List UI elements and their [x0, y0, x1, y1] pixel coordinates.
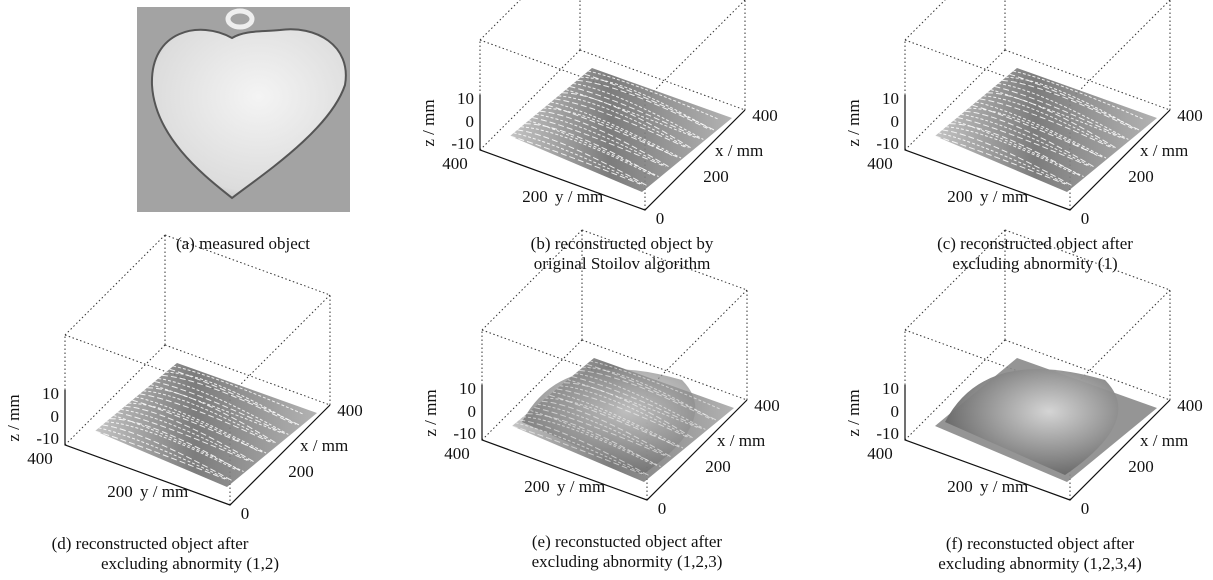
y-tick-label: 200 — [107, 482, 133, 501]
box-edge — [65, 235, 165, 335]
x-tick-label: 200 — [1128, 457, 1154, 476]
x-tick-label: 0 — [1081, 209, 1090, 228]
y-axis-label: y / mm — [555, 187, 603, 206]
x-tick-label: 0 — [658, 499, 667, 518]
x-tick-label: 200 — [703, 167, 729, 186]
x-tick-label: 0 — [1081, 499, 1090, 518]
caption: excluding abnormity (1,2,3,4) — [938, 554, 1142, 573]
y-axis-label: y / mm — [140, 482, 188, 501]
x-axis-label: x / mm — [715, 141, 763, 160]
caption: (e) reconstucted object after — [532, 532, 723, 551]
z-tick-label: 10 — [457, 89, 474, 108]
z-tick-label: 10 — [882, 89, 899, 108]
z-tick-label: 10 — [459, 379, 476, 398]
y-axis-label: y / mm — [980, 477, 1028, 496]
y-tick-label: 400 — [442, 154, 468, 173]
z-tick-label: 0 — [51, 407, 60, 426]
z-tick-label: 10 — [42, 384, 59, 403]
x-tick-label: 200 — [288, 462, 314, 481]
z-axis-label: z / mm — [844, 389, 863, 436]
y-tick-label: 200 — [522, 187, 548, 206]
x-tick-label: 400 — [754, 396, 780, 415]
z-axis-label: z / mm — [421, 389, 440, 436]
y-tick-label: 400 — [867, 444, 893, 463]
z-tick-label: -10 — [36, 429, 59, 448]
caption: excluding abnormity (1,2,3) — [532, 552, 723, 571]
x-tick-label: 400 — [752, 106, 778, 125]
figure: (a) measured object 100-10z / mm4002000x… — [0, 0, 1213, 580]
caption: (f) reconstucted object after — [946, 534, 1135, 553]
z-axis-label: z / mm — [4, 394, 23, 441]
x-tick-label: 200 — [705, 457, 731, 476]
z-tick-label: 0 — [891, 402, 900, 421]
box-edge — [645, 0, 745, 100]
box-edge — [230, 295, 330, 395]
x-axis-label: x / mm — [1140, 141, 1188, 160]
x-axis-label: x / mm — [300, 436, 348, 455]
z-tick-label: -10 — [453, 424, 476, 443]
x-tick-label: 400 — [1177, 396, 1203, 415]
photo — [137, 7, 350, 212]
z-tick-label: -10 — [876, 424, 899, 443]
box-edge — [1070, 0, 1170, 100]
caption: (d) reconstructed object after — [52, 534, 249, 553]
y-tick-label: 400 — [27, 449, 53, 468]
z-axis-label: z / mm — [844, 99, 863, 146]
z-tick-label: -10 — [876, 134, 899, 153]
y-tick-label: 200 — [947, 187, 973, 206]
box-edge — [480, 0, 580, 40]
z-tick-label: -10 — [451, 134, 474, 153]
caption: excluding abnormity (1) — [952, 254, 1117, 273]
x-tick-label: 400 — [1177, 106, 1203, 125]
x-tick-label: 400 — [337, 401, 363, 420]
y-axis-label: y / mm — [557, 477, 605, 496]
caption: (a) measured object — [176, 234, 310, 253]
z-tick-label: 0 — [466, 112, 475, 131]
z-tick-label: 0 — [891, 112, 900, 131]
caption: (b) reconstructed object by — [531, 234, 714, 253]
z-tick-label: 10 — [882, 379, 899, 398]
surface-plot: 100-10z / mm4002000x / mm400200y / mm(d)… — [4, 235, 363, 573]
x-tick-label: 200 — [1128, 167, 1154, 186]
y-tick-label: 200 — [947, 477, 973, 496]
x-axis-label: x / mm — [1140, 431, 1188, 450]
z-tick-label: 0 — [468, 402, 477, 421]
caption: (c) reconstructed object after — [937, 234, 1133, 253]
x-tick-label: 0 — [241, 504, 250, 523]
y-tick-label: 400 — [867, 154, 893, 173]
caption: excluding abnormity (1,2) — [101, 554, 279, 573]
x-tick-label: 0 — [656, 209, 665, 228]
caption: original Stoilov algorithm — [534, 254, 711, 273]
box-edge — [905, 0, 1005, 40]
y-tick-label: 400 — [444, 444, 470, 463]
y-axis-label: y / mm — [980, 187, 1028, 206]
y-tick-label: 200 — [524, 477, 550, 496]
z-axis-label: z / mm — [419, 99, 438, 146]
x-axis-label: x / mm — [717, 431, 765, 450]
